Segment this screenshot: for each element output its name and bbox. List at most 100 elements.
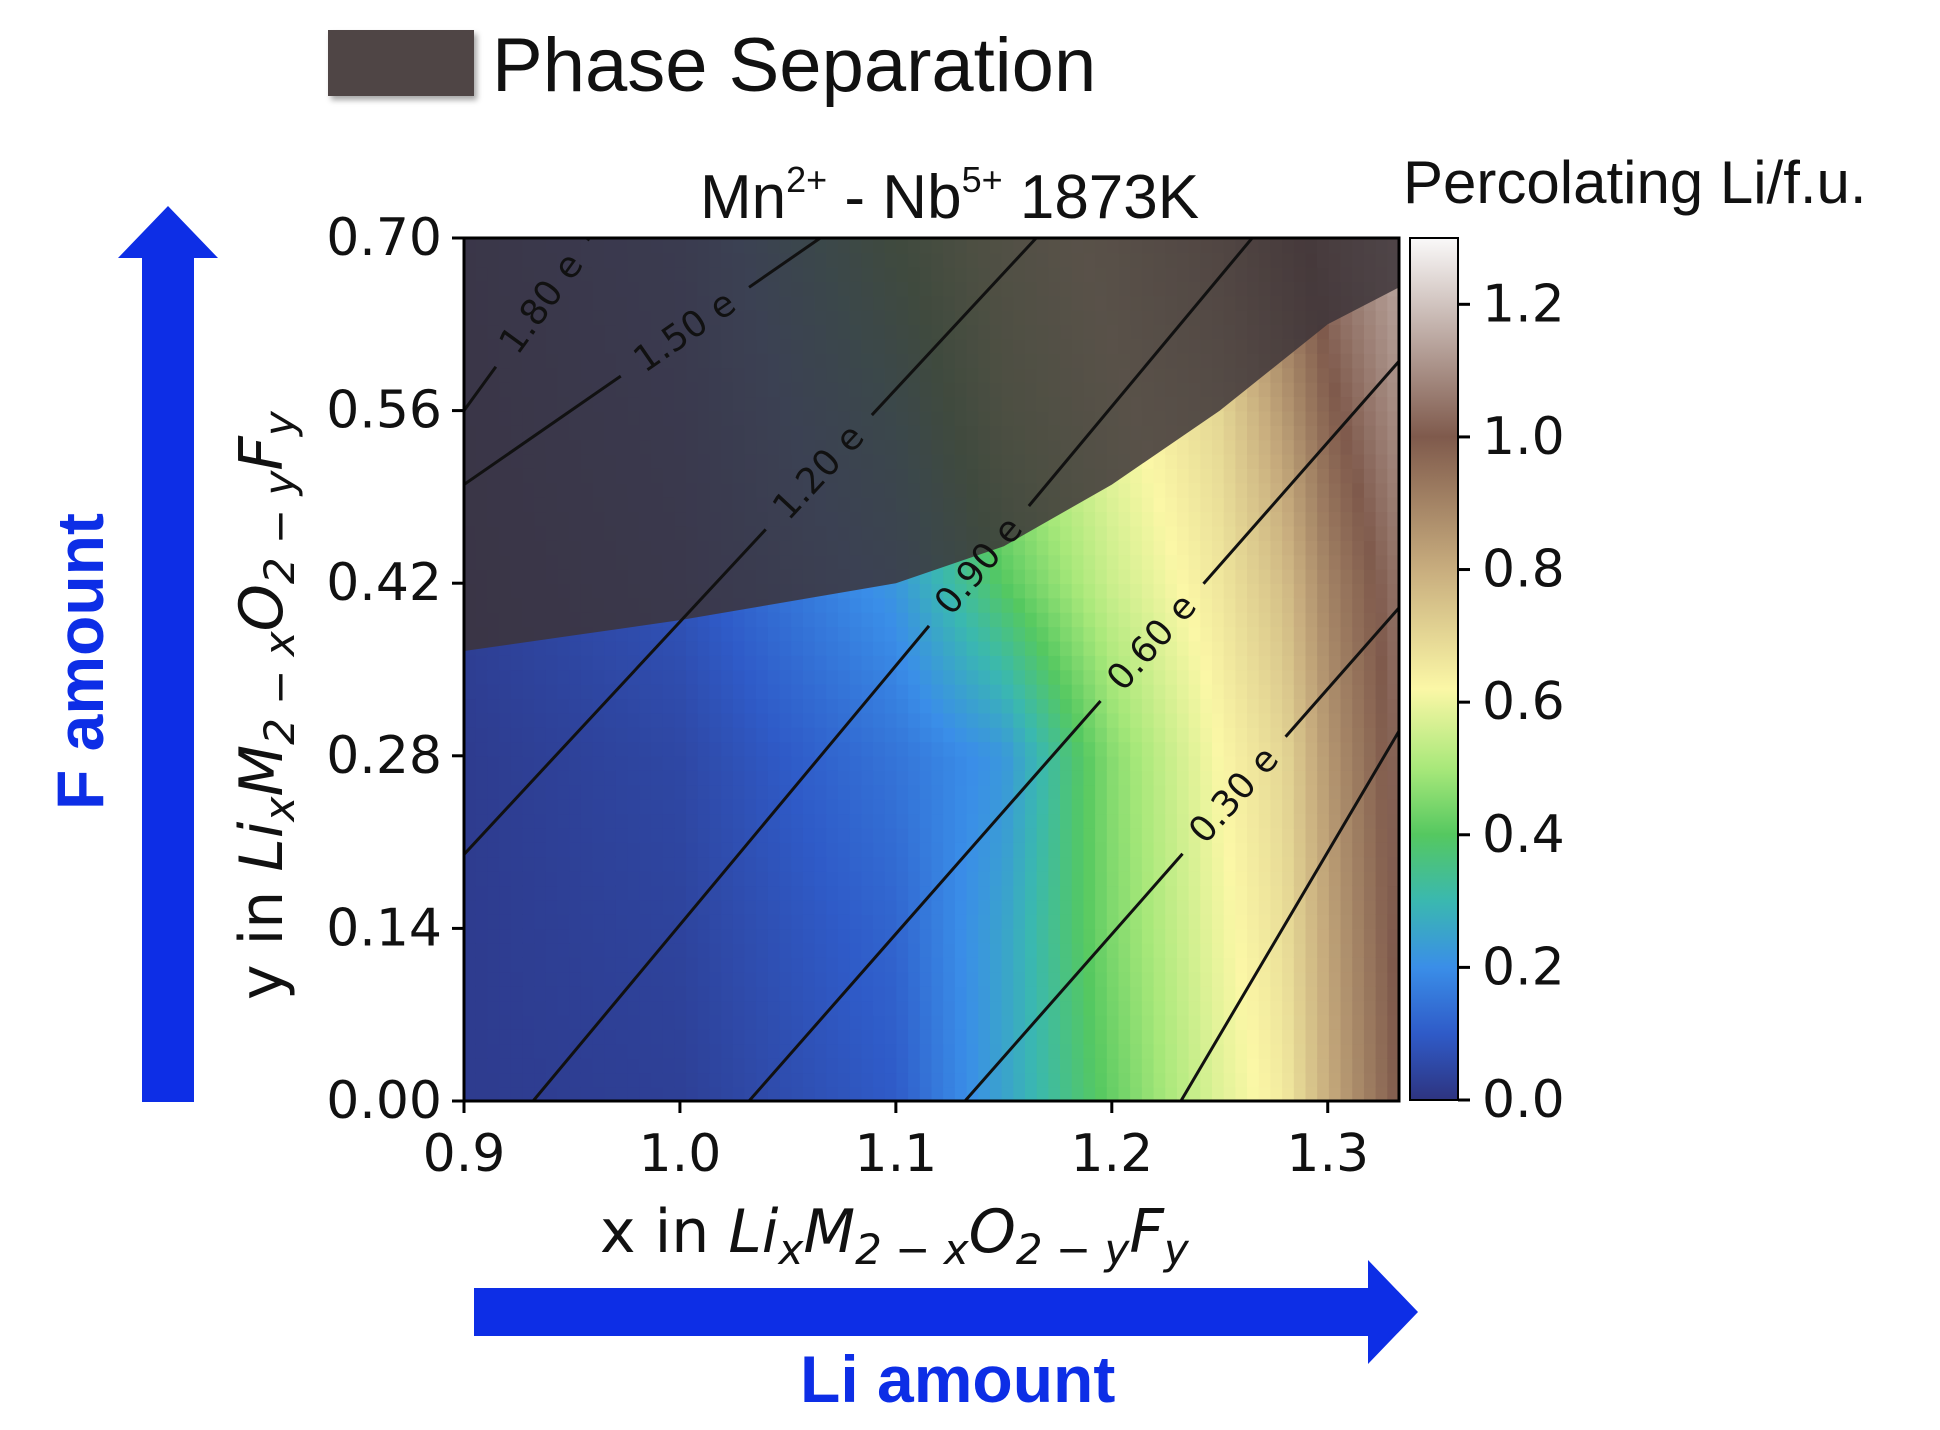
heatmap-cell [1013,827,1026,843]
heatmap-cell [1200,611,1213,628]
heatmap-cell [919,1043,933,1059]
heatmap-cell [1305,755,1318,771]
heatmap-cell [1212,712,1225,728]
heatmap-cell [1258,424,1272,441]
contour-line [747,699,1102,1101]
heatmap-cell [978,568,991,584]
heatmap-cell [1130,928,1143,944]
heatmap-cell [1165,1043,1178,1059]
heatmap-cell [943,727,956,743]
heatmap-cell [1095,712,1108,728]
heatmap-cell [966,1014,980,1030]
heatmap-cell [1153,698,1167,714]
heatmap-cell [1083,899,1096,915]
heatmap-cell [464,856,477,872]
heatmap-cell [954,870,968,887]
heatmap-cell [639,1043,652,1059]
heatmap-cell [674,1029,687,1045]
x-tick-label: 1.2 [1070,1124,1153,1184]
heatmap-cell [838,914,851,930]
heatmap-cell [651,813,664,829]
heatmap-cell [569,1086,582,1101]
heatmap-cell [1188,798,1202,815]
y-tick-label: 0.28 [326,726,442,786]
heatmap-cell [1235,611,1248,628]
heatmap-cell [580,1043,594,1059]
heatmap-cell [1282,568,1295,584]
heatmap-cell [1282,698,1295,714]
heatmap-cell [919,842,933,858]
heatmap-cell [1235,640,1248,656]
heatmap-cell [475,712,489,728]
heatmap-cell [744,626,757,642]
heatmap-cell [639,1000,652,1016]
heatmap-cell [1235,453,1248,469]
heatmap-cell [569,1057,582,1074]
x-tick-label: 1.3 [1286,1124,1369,1184]
heatmap-cell [1176,813,1190,829]
heatmap-cell [1328,899,1342,915]
heatmap-cell [1270,856,1283,872]
heatmap-cell [732,798,746,815]
heatmap-cell [1352,583,1365,599]
heatmap-cell [627,626,641,642]
heatmap-cell [1305,798,1318,815]
heatmap-cell [1106,496,1120,513]
heatmap-cell [1106,583,1120,599]
heatmap-cell [1071,784,1085,800]
heatmap-cell [1247,410,1260,426]
heatmap-cell [802,784,816,800]
heatmap-cell [1001,928,1015,944]
heatmap-cell [1176,453,1190,469]
heatmap-cell [487,798,500,815]
y-tick-label: 0.42 [326,553,442,613]
heatmap-cell [674,626,687,642]
heatmap-cell [989,626,1003,642]
heatmap-cell [1095,540,1108,556]
heatmap-cell [464,755,477,771]
heatmap-cell [814,597,828,613]
heatmap-cell [464,1072,477,1088]
heatmap-cell [1375,309,1389,326]
heatmap-cell [1153,784,1167,800]
heatmap-cell [1375,1029,1389,1045]
heatmap-cell [1048,540,1061,556]
heatmap-cell [1048,971,1061,987]
heatmap-cell [1247,424,1260,441]
heatmap-cell [861,942,874,958]
heatmap-cell [1235,1057,1248,1074]
heatmap-cell [534,669,547,685]
heatmap-cell [1141,914,1155,930]
heatmap-cell [1258,770,1272,786]
heatmap-cell [1247,770,1260,786]
heatmap-cell [849,914,863,930]
heatmap-cell [966,583,980,599]
heatmap-cell [1223,1057,1237,1074]
heatmap-cell [966,842,980,858]
heatmap-cell [1270,496,1283,513]
heatmap-cell [1363,971,1377,987]
heatmap-cell [873,985,886,1002]
heatmap-cell [896,683,909,700]
heatmap-cell [1247,453,1260,469]
heatmap-cell [826,1086,839,1101]
heatmap-cell [1095,985,1108,1002]
heatmap-cell [1200,928,1213,944]
heatmap-cell [627,985,641,1002]
heatmap-cell [639,1029,652,1045]
heatmap-cell [604,1072,617,1088]
heatmap-cell [534,842,547,858]
heatmap-cell [896,1057,909,1074]
heatmap-cell [1235,827,1248,843]
heatmap-cell [966,971,980,987]
heatmap-cell [545,770,559,786]
heatmap-cell [954,683,968,700]
heatmap-cell [569,842,582,858]
heatmap-cell [1083,683,1096,700]
heatmap-cell [896,914,909,930]
heatmap-cell [1130,1043,1143,1059]
heatmap-cell [896,784,909,800]
li-amount-arrow: Li amount [474,1260,1418,1416]
heatmap-cell [1317,1014,1330,1030]
heatmap-cell [1130,971,1143,987]
